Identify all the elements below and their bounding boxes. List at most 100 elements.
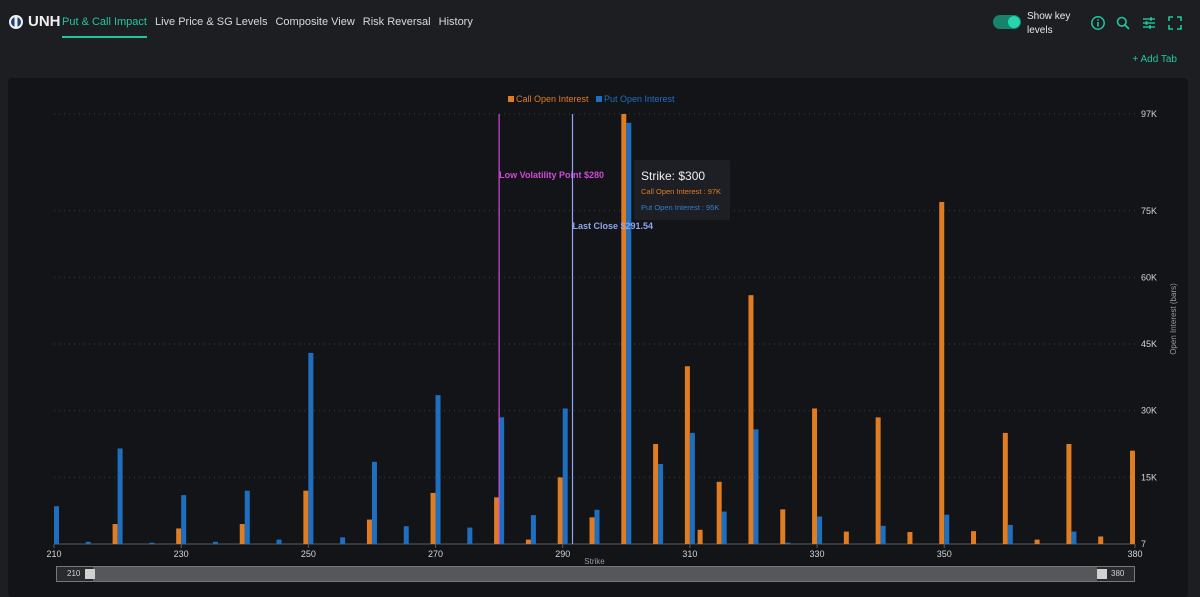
- call-bar: [1130, 450, 1135, 544]
- put-bar: [54, 506, 59, 544]
- tooltip-call-value: Call Open Interest : 97K: [641, 187, 722, 196]
- call-bar: [112, 524, 118, 544]
- put-bar: [371, 461, 377, 544]
- call-bar: [1066, 444, 1072, 544]
- x-tick-label: 330: [810, 549, 825, 559]
- y-tick-label: 97K: [1141, 109, 1157, 119]
- call-bar: [875, 417, 881, 544]
- tab-put-call-impact[interactable]: Put & Call Impact: [62, 16, 147, 38]
- y-tick-label: 7: [1141, 539, 1146, 549]
- call-bar: [716, 481, 722, 544]
- slider-max-label: 380: [1111, 569, 1125, 578]
- slider-left-handle[interactable]: [85, 569, 95, 579]
- put-bar: [1007, 524, 1013, 544]
- tooltip-put-value: Put Open Interest : 95K: [641, 203, 720, 212]
- put-bar: [117, 448, 123, 544]
- put-bar: [626, 122, 632, 544]
- y-tick-label: 60K: [1141, 272, 1157, 282]
- y-tick-label: 30K: [1141, 406, 1157, 416]
- call-bar: [1098, 536, 1104, 544]
- call-bar: [907, 532, 913, 544]
- chart-tooltip: Strike: $300 Call Open Interest : 97K Pu…: [634, 160, 730, 220]
- put-bar: [308, 352, 314, 544]
- call-bar: [176, 528, 182, 544]
- call-bar: [430, 492, 436, 544]
- tab-history[interactable]: History: [438, 16, 473, 28]
- put-bar: [530, 515, 536, 544]
- info-icon[interactable]: [1090, 15, 1106, 31]
- put-bar: [753, 429, 759, 544]
- view-tabs: Put & Call Impact Live Price & SG Levels…: [62, 16, 481, 38]
- put-bar: [276, 539, 282, 544]
- x-tick-label: 210: [46, 549, 61, 559]
- slider-selected-range[interactable]: [93, 567, 1097, 581]
- call-bar: [971, 531, 977, 544]
- slider-right-handle[interactable]: [1097, 569, 1107, 579]
- x-tick-label: 310: [682, 549, 697, 559]
- call-bar: [812, 408, 818, 544]
- call-bar: [697, 529, 703, 544]
- show-key-levels-toggle[interactable]: [993, 15, 1021, 29]
- put-bar: [817, 516, 823, 544]
- ticker-logo-icon: [9, 15, 23, 29]
- call-bar: [557, 477, 563, 544]
- x-tick-label: 350: [937, 549, 952, 559]
- call-bar: [843, 531, 849, 544]
- legend-label: Put Open Interest: [604, 94, 675, 104]
- y-axis-title: Open Interest (bars): [1169, 283, 1178, 355]
- call-bar: [525, 539, 531, 544]
- chart-panel: 7 15K 30K 45K 60K 75K 97K 210 230 250 270 290 310 330…: [8, 78, 1188, 597]
- legend-label: Call Open Interest: [516, 94, 589, 104]
- call-bar: [494, 497, 500, 544]
- legend-swatch: [596, 96, 602, 102]
- call-bar: [589, 517, 595, 544]
- y-tick-label: 45K: [1141, 339, 1157, 349]
- put-bar: [403, 526, 409, 544]
- call-bar: [780, 509, 786, 544]
- call-bar: [303, 490, 309, 544]
- x-tick-label: 250: [301, 549, 316, 559]
- tab-composite-view[interactable]: Composite View: [275, 16, 355, 28]
- fullscreen-icon[interactable]: [1167, 15, 1183, 31]
- put-bar: [340, 537, 346, 544]
- y-tick-label: 15K: [1141, 472, 1157, 482]
- open-interest-chart[interactable]: 7 15K 30K 45K 60K 75K 97K 210 230 250 270 290 310 330…: [8, 78, 1188, 597]
- x-axis-title: Strike: [584, 557, 605, 566]
- add-tab-button[interactable]: + Add Tab: [1132, 54, 1177, 65]
- call-bar: [748, 295, 754, 544]
- call-bar: [239, 524, 245, 544]
- x-tick-label: 290: [555, 549, 570, 559]
- slider-min-label: 210: [67, 569, 81, 578]
- put-bar: [1071, 531, 1077, 544]
- call-bar: [1034, 539, 1040, 544]
- tab-live-price[interactable]: Live Price & SG Levels: [154, 16, 268, 28]
- tooltip-title: Strike: $300: [641, 169, 706, 183]
- call-bar: [621, 114, 627, 544]
- put-bar: [244, 490, 250, 544]
- y-tick-label: 75K: [1141, 206, 1157, 216]
- x-tick-label: 270: [428, 549, 443, 559]
- search-icon[interactable]: [1115, 15, 1131, 31]
- x-tick-label: 230: [174, 549, 189, 559]
- put-bar: [944, 514, 950, 544]
- call-bar: [1002, 432, 1008, 544]
- call-bar: [653, 444, 659, 544]
- sliders-icon[interactable]: [1141, 15, 1157, 31]
- top-bar: UNH Put & Call Impact Live Price & SG Le…: [0, 0, 1200, 44]
- ticker-symbol: UNH: [28, 13, 61, 30]
- put-bar: [880, 525, 886, 544]
- put-bar: [467, 527, 473, 544]
- tab-risk-reversal[interactable]: Risk Reversal: [362, 16, 431, 28]
- show-key-levels-label: Show key levels: [1027, 11, 1071, 36]
- put-bar: [499, 417, 505, 544]
- strike-range-slider[interactable]: 210 380: [56, 566, 1135, 582]
- put-bar: [658, 464, 664, 544]
- call-bar: [684, 366, 690, 544]
- put-bar: [562, 408, 568, 544]
- toggle-knob: [1008, 16, 1020, 28]
- x-tick-label: 380: [1127, 549, 1142, 559]
- legend-swatch: [508, 96, 514, 102]
- put-bar: [785, 542, 791, 544]
- put-bar: [721, 511, 727, 544]
- put-bar: [149, 542, 155, 544]
